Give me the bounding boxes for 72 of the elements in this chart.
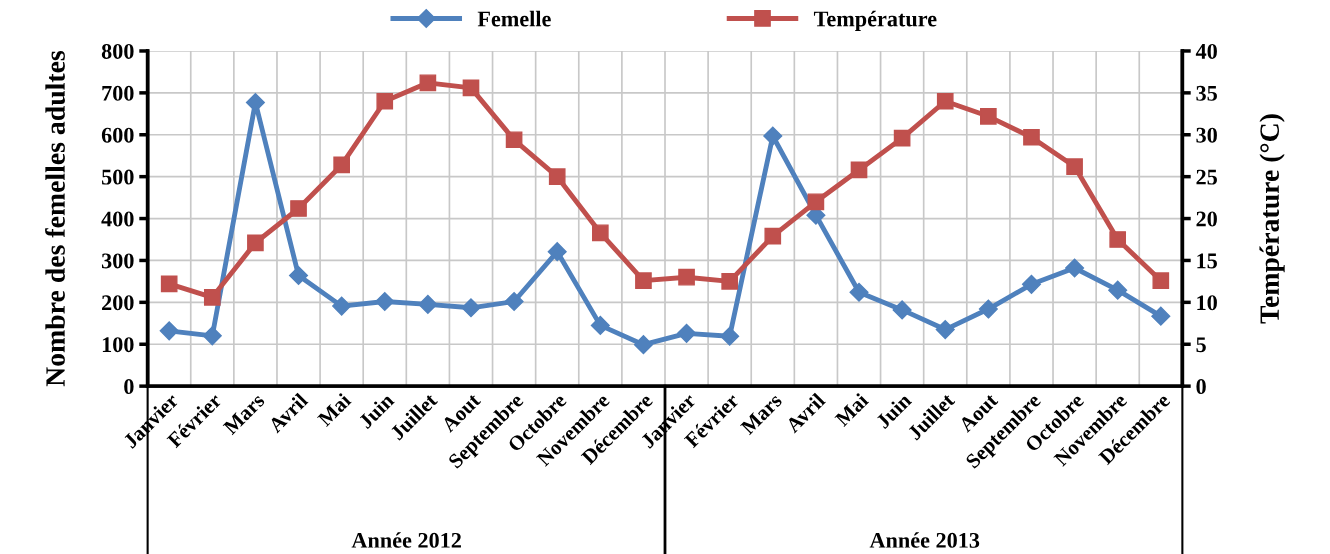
y2-tick-label: 10: [1197, 295, 1217, 311]
point: [590, 315, 610, 335]
point: [419, 74, 437, 92]
point: [290, 200, 307, 217]
y2-tick-label: 20: [1196, 211, 1217, 227]
point: [849, 282, 869, 302]
y2-tick-label: 35: [1196, 85, 1217, 101]
point: [1109, 231, 1127, 248]
legend-label: Température: [813, 10, 937, 31]
point: [376, 92, 394, 110]
point: [764, 227, 782, 245]
text: Année 2012: [351, 532, 461, 548]
y2-axis-title: Température (°C): [1259, 114, 1285, 324]
legend-label: Femelle: [477, 10, 551, 27]
point: [160, 275, 178, 293]
point: [1108, 280, 1128, 300]
x-tick-label: Mai: [316, 391, 352, 428]
y-tick-label: 100: [102, 337, 134, 353]
y-tick-label: 200: [102, 295, 134, 311]
y2-tick-label: 15: [1197, 253, 1217, 269]
point: [678, 268, 695, 286]
y-tick-label: 0: [124, 379, 134, 395]
point: [1066, 158, 1083, 175]
point: [892, 300, 912, 320]
y2-tick-label: 40: [1195, 43, 1217, 59]
point: [247, 234, 264, 252]
point: [980, 107, 997, 125]
y-tick-label: 800: [101, 43, 134, 59]
point: [893, 129, 911, 147]
point: [462, 79, 480, 97]
point: [375, 291, 395, 312]
point: [1023, 128, 1040, 146]
point: [1152, 272, 1170, 289]
x-tick-label: Mai: [833, 391, 870, 428]
point: [332, 296, 352, 316]
point: [461, 298, 481, 318]
y-tick-label: 500: [101, 169, 134, 185]
point: [548, 168, 566, 185]
point: [720, 326, 740, 346]
y2-tick-label: 25: [1196, 169, 1217, 185]
point: [333, 156, 350, 174]
point: [633, 335, 653, 355]
point: [635, 272, 652, 289]
point: [850, 161, 868, 179]
point: [159, 321, 179, 341]
point: [202, 326, 222, 346]
y-tick-label: 300: [101, 253, 134, 269]
point: [807, 193, 825, 211]
point: [1065, 258, 1085, 278]
point: [935, 320, 955, 340]
y-axis-title: Nombre des femelles adultes: [45, 50, 65, 387]
point: [504, 291, 524, 312]
point: [677, 323, 697, 343]
y-tick-label: 400: [101, 211, 134, 227]
y2-tick-label: 5: [1196, 337, 1206, 353]
y2-tick-label: 0: [1196, 379, 1206, 395]
y2-tick-label: 30: [1196, 127, 1217, 143]
point: [763, 126, 783, 146]
point: [505, 131, 523, 149]
point: [1151, 306, 1171, 326]
point: [591, 224, 609, 242]
point: [203, 288, 221, 306]
point: [547, 242, 567, 262]
point: [936, 92, 954, 110]
point: [418, 294, 438, 314]
point: [288, 265, 309, 286]
y-tick-label: 700: [102, 85, 134, 101]
y-tick-label: 600: [101, 127, 134, 143]
point: [978, 299, 998, 319]
text: Année 2013: [869, 532, 980, 548]
point: [1021, 274, 1042, 294]
point: [721, 273, 739, 290]
